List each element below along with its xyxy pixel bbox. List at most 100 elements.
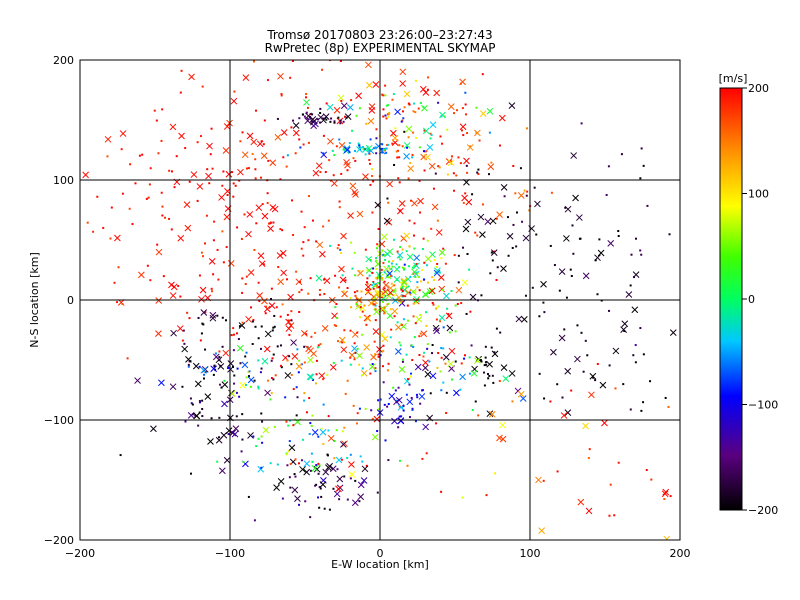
data-point-dot [543, 397, 546, 400]
data-point-dot [86, 221, 89, 224]
data-point-dot [286, 313, 289, 316]
data-point-dot [280, 93, 283, 96]
data-point-dot [407, 285, 410, 288]
data-point-dot [255, 109, 258, 112]
data-point-dot [287, 319, 290, 322]
data-point-dot [238, 395, 241, 398]
data-point-dot [356, 290, 359, 293]
data-point-dot [290, 319, 293, 322]
data-point-dot [374, 370, 377, 373]
data-point-x [360, 477, 368, 484]
data-point-x [170, 283, 178, 291]
data-point-dot [384, 114, 387, 117]
data-point-dot [402, 409, 405, 412]
data-point-dot [404, 295, 407, 298]
data-point-dot [197, 424, 200, 427]
data-point-dot [323, 293, 326, 296]
data-point-dot [462, 134, 465, 137]
data-point-dot [365, 281, 368, 284]
data-point-dot [287, 424, 290, 427]
data-point-dot [275, 306, 278, 309]
data-point-dot [244, 383, 247, 386]
data-point-x [520, 316, 528, 323]
data-point-x [351, 499, 359, 507]
data-point-x [400, 277, 408, 285]
data-point-dot [490, 161, 493, 164]
data-point-dot [315, 240, 318, 243]
data-point-dot [364, 407, 367, 410]
data-point-x [356, 146, 363, 153]
data-point-dot [423, 278, 426, 281]
data-point-dot [354, 351, 357, 354]
data-point-x [348, 461, 355, 468]
data-point-dot [318, 464, 321, 467]
data-point-dot [550, 191, 553, 194]
data-point-dot [322, 134, 325, 137]
data-point-x [463, 157, 470, 165]
data-point-dot [405, 250, 408, 253]
data-point-dot [297, 462, 300, 465]
data-point-dot [261, 203, 264, 206]
data-point-x [188, 73, 195, 81]
data-point-dot [387, 403, 390, 406]
data-point-dot [384, 94, 387, 97]
data-point-dot [425, 311, 428, 314]
data-point-dot [435, 265, 438, 268]
data-point-dot [349, 363, 352, 366]
data-point-dot [441, 288, 444, 291]
data-point-dot [401, 301, 404, 304]
data-point-dot [394, 289, 397, 292]
data-point-dot [277, 266, 280, 269]
data-point-x [246, 211, 254, 218]
data-point-x [438, 285, 446, 293]
data-point-x [376, 345, 383, 353]
data-point-x [432, 324, 440, 332]
data-point-dot [374, 319, 377, 322]
data-point-x [428, 287, 436, 295]
data-point-dot [337, 116, 340, 119]
data-point-dot [526, 127, 529, 130]
data-point-dot [408, 219, 411, 222]
data-point-x [417, 197, 424, 205]
data-point-dot [298, 503, 301, 506]
data-point-x [406, 253, 414, 261]
data-point-dot [307, 239, 310, 242]
data-point-dot [483, 364, 486, 367]
data-point-x [500, 184, 508, 191]
data-point-dot [383, 253, 386, 256]
data-point-dot [371, 284, 374, 287]
data-point-x [212, 353, 220, 361]
data-point-dot [289, 486, 292, 489]
data-point-dot [311, 460, 314, 463]
data-point-dot [633, 276, 636, 279]
data-point-dot [179, 295, 182, 298]
data-point-dot [420, 268, 423, 271]
data-point-dot [437, 305, 440, 308]
data-point-x [196, 183, 204, 190]
data-point-dot [232, 182, 235, 185]
data-point-x [280, 129, 288, 136]
data-point-dot [292, 388, 295, 391]
data-point-dot [496, 266, 499, 269]
data-point-dot [373, 340, 376, 343]
data-point-dot [397, 426, 400, 429]
data-point-x [422, 127, 430, 135]
data-point-x [577, 498, 585, 506]
data-point-dot [423, 129, 426, 132]
data-point-x [344, 161, 351, 169]
data-point-dot [289, 462, 292, 465]
data-point-dot [398, 144, 401, 147]
data-point-x [426, 144, 434, 151]
data-point-dot [196, 141, 199, 144]
data-point-x [276, 252, 284, 259]
data-point-dot [429, 392, 432, 395]
data-point-x [582, 422, 589, 430]
data-point-dot [147, 196, 150, 199]
data-point-dot [245, 275, 248, 278]
data-point-dot [398, 341, 401, 344]
data-point-dot [310, 335, 313, 338]
data-point-dot [668, 233, 671, 236]
data-point-dot [353, 291, 356, 294]
data-point-dot [376, 247, 379, 250]
data-point-dot [412, 315, 415, 318]
